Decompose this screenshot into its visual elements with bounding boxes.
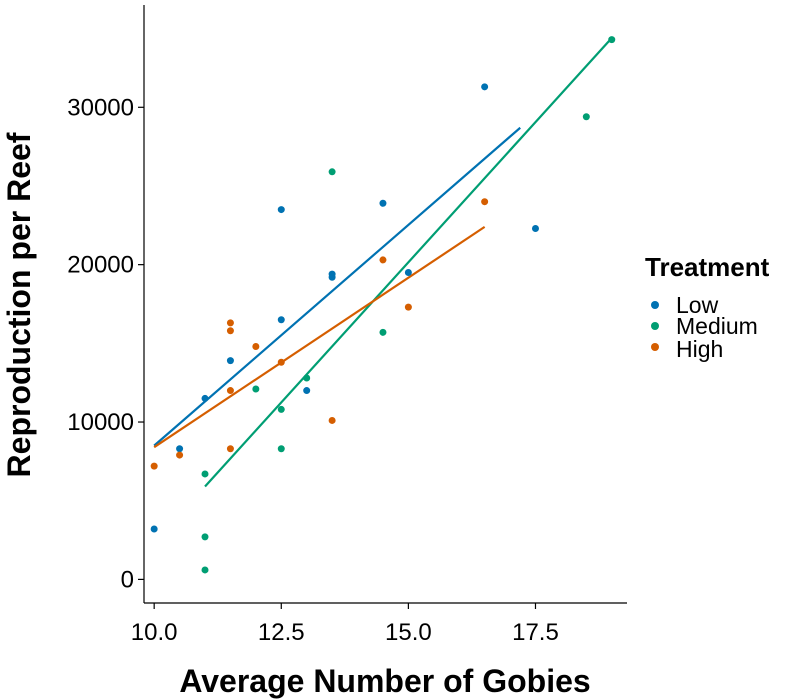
point-medium	[277, 405, 285, 413]
point-high	[404, 303, 412, 311]
point-low	[226, 357, 234, 365]
y-tick-label: 20000	[67, 252, 134, 279]
x-tick-label: 17.5	[512, 619, 559, 646]
point-medium	[201, 533, 209, 541]
y-tick-label: 30000	[67, 94, 134, 121]
point-medium	[608, 36, 616, 44]
point-low	[201, 394, 209, 402]
point-medium	[328, 168, 336, 176]
x-axis-title: Average Number of Gobies	[179, 663, 590, 699]
point-medium	[303, 374, 311, 382]
x-tick-label: 15.0	[385, 619, 432, 646]
point-low	[303, 387, 311, 395]
y-tick-label: 10000	[67, 409, 134, 436]
fit-line-high	[153, 225, 486, 449]
point-medium	[582, 113, 590, 121]
point-high	[379, 256, 387, 264]
point-low	[277, 316, 285, 324]
point-low	[176, 445, 184, 453]
point-high	[226, 327, 234, 335]
point-high	[150, 462, 158, 470]
fit-line-medium	[204, 37, 613, 488]
point-high	[226, 445, 234, 453]
x-tick-label: 10.0	[131, 619, 178, 646]
point-medium	[277, 445, 285, 453]
point-high	[226, 319, 234, 327]
legend-key-low	[651, 301, 659, 309]
legend-label-high: High	[676, 336, 723, 362]
point-high	[328, 416, 336, 424]
point-low	[531, 224, 539, 232]
y-axis-title: Reproduction per Reef	[1, 132, 37, 477]
point-low	[277, 206, 285, 214]
x-axis-ticks: 10.0 12.5 15.0 17.5	[131, 603, 559, 646]
point-high	[252, 342, 260, 350]
point-medium	[379, 328, 387, 336]
legend-title: Treatment	[645, 252, 770, 282]
fit-lines	[153, 37, 613, 488]
legend: Treatment Low Medium High	[645, 252, 770, 362]
point-low	[328, 270, 336, 278]
point-medium	[201, 470, 209, 478]
y-axis-ticks: 0 10000 20000 30000	[67, 94, 144, 593]
data-points	[150, 36, 616, 574]
point-high	[176, 451, 184, 459]
x-tick-label: 12.5	[258, 619, 305, 646]
point-high	[481, 198, 489, 206]
point-low	[379, 199, 387, 207]
point-medium	[252, 385, 260, 393]
fit-line-low	[153, 126, 521, 447]
legend-key-medium	[651, 322, 659, 330]
legend-label-medium: Medium	[676, 313, 758, 339]
point-low	[404, 269, 412, 277]
y-tick-label: 0	[121, 566, 134, 593]
point-low	[150, 525, 158, 533]
point-high	[226, 387, 234, 395]
point-medium	[201, 566, 209, 574]
legend-label-low: Low	[676, 292, 719, 318]
point-low	[481, 83, 489, 91]
legend-key-high	[651, 343, 659, 351]
point-high	[277, 358, 285, 366]
